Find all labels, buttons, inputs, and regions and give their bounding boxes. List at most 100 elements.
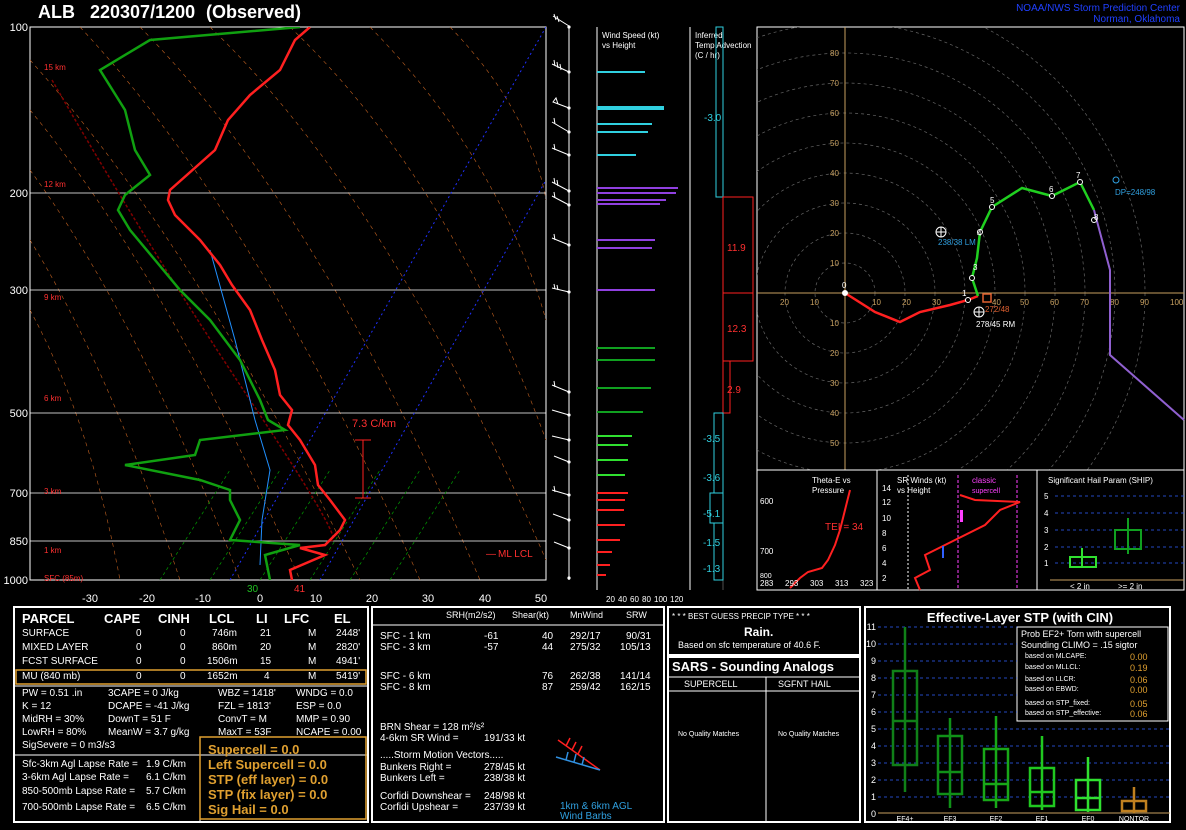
lapse-rate-label: 3-6km Agl Lapse Rate = — [22, 772, 130, 783]
srw-ylabel: 12 — [882, 498, 891, 507]
wind-tick: 40 — [618, 595, 627, 604]
kin-cell: 44 — [542, 642, 554, 653]
stp-basis-value: 0.06 — [1130, 675, 1148, 685]
stp-ytick: 0 — [871, 809, 876, 819]
lapse-rate-label: 700-500mb Lapse Rate = — [22, 802, 136, 813]
parcel-cell: 0 — [136, 628, 142, 639]
kin-header: Shear(kt) — [512, 610, 550, 620]
theta-ylabel: 600 — [760, 497, 774, 506]
thermo-param: DCAPE = -41 J/kg — [108, 701, 190, 712]
theta-xlabel: 303 — [810, 579, 824, 588]
wind-speed-panel: Wind Speed (kt) vs Height 20 — [596, 27, 691, 604]
parcel-cell: 0 — [136, 671, 142, 682]
kin-cell: -57 — [484, 642, 499, 653]
stp-basis-value: 0.00 — [1130, 685, 1148, 695]
parcel-cell: M — [308, 656, 317, 667]
wetbulb-trace — [209, 249, 271, 566]
ship-panel: Significant Hail Param (SHIP) 5 4 3 2 1 … — [1036, 469, 1185, 591]
ml-lcl-label: ML LCL — [498, 549, 533, 560]
hodo-tick: 60 — [830, 109, 839, 118]
storm-motion-header: .....Storm Motion Vectors..... — [380, 750, 504, 761]
srw-ylabel: 8 — [882, 529, 887, 538]
parcel-header: CINH — [158, 611, 190, 626]
parcel-cell: 746m — [212, 628, 238, 639]
barbs-caption: 1km & 6km AGL — [560, 801, 633, 812]
theta-xlabel: 283 — [760, 579, 774, 588]
hodo-height-label: 0 — [842, 281, 847, 290]
hodo-tick: 20 — [830, 229, 839, 238]
temp-advection-panel: Inferred Temp Advection (C / hr) -3.0 11… — [695, 26, 758, 590]
adv-value: 12.3 — [727, 324, 747, 335]
theta-xlabel: 313 — [835, 579, 849, 588]
stp-ytick: 11 — [867, 622, 876, 632]
parcel-cell: 860m — [212, 642, 238, 653]
parcel-cell: 21 — [260, 628, 272, 639]
parcel-cell: M — [308, 628, 317, 639]
motion-value: 237/39 kt — [484, 802, 526, 813]
pressure-label: 200 — [10, 188, 28, 200]
motion-label: Corfidi Upshear = — [380, 802, 459, 813]
parcel-cell: SURFACE — [22, 628, 70, 639]
sr-wind-label: 4-6km SR Wind = — [380, 733, 459, 744]
stp-ytick: 8 — [871, 673, 876, 683]
pressure-label: 100 — [10, 22, 28, 34]
pressure-label: 700 — [10, 488, 28, 500]
hodograph-panel: 80 70 60 50 40 30 20 10 10 20 30 40 50 2… — [756, 26, 1185, 471]
parcel-cell: 4941' — [336, 656, 361, 667]
sars-no-match: No Quality Matches — [678, 731, 740, 738]
parcel-cell: 5419' — [336, 671, 361, 682]
mean-wind-label: 272/48 — [985, 305, 1010, 314]
parcel-header: LFC — [284, 611, 310, 626]
wind-tick: 80 — [642, 595, 651, 604]
adv-value: 11.9 — [727, 243, 746, 254]
left-mover-label: 238/38 LM — [938, 238, 976, 247]
kin-cell: 141/14 — [620, 671, 651, 682]
sounding-datetime: 220307/1200 — [90, 2, 195, 22]
parcel-cell: 0 — [136, 642, 142, 653]
thermo-param: 3CAPE = 0 J/kg — [108, 688, 179, 699]
thermo-param: DownT = 51 F — [108, 714, 171, 725]
kin-cell: SFC - 1 km — [380, 631, 431, 642]
motion-value: 238/38 kt — [484, 773, 526, 784]
parcel-header: LI — [256, 611, 268, 626]
temp-tick: 50 — [535, 593, 547, 605]
ship-xlabel: >= 2 in — [1118, 582, 1142, 591]
adv-value: 2.9 — [727, 385, 741, 396]
stp-cat: EF3 — [944, 816, 957, 823]
stp-cat: EF0 — [1082, 816, 1095, 823]
wind-tick: 20 — [606, 595, 615, 604]
lapse-rate-label: 7.3 C/km — [352, 418, 396, 430]
theta-e-trace — [789, 489, 851, 589]
stp-basis-value: 0.19 — [1130, 663, 1148, 673]
stp-basis-value: 0.00 — [1130, 652, 1148, 662]
motion-value: 278/45 kt — [484, 762, 526, 773]
kin-header: SRH(m2/s2) — [446, 610, 496, 620]
thermo-param: WNDG = 0.0 — [296, 688, 353, 699]
stp-ytick: 9 — [871, 656, 876, 666]
lapse-rate-value: 1.9 C/km — [146, 759, 187, 770]
kin-header: SRW — [626, 610, 647, 620]
hodo-tick: 30 — [830, 379, 839, 388]
brn-shear: BRN Shear = 128 m²/s² — [380, 722, 485, 733]
motion-label: Bunkers Right = — [380, 762, 452, 773]
srw-supercell: supercell — [972, 488, 1000, 495]
stp-climo: Sounding CLIMO = .15 sigtor — [1021, 640, 1137, 650]
thermo-param: PW = 0.51 .in — [22, 688, 83, 699]
stp-title: Effective-Layer STP (with CIN) — [927, 610, 1113, 625]
sig-hail-param: Sig Hail = 0.0 — [208, 802, 289, 817]
kin-cell: 292/17 — [570, 631, 601, 642]
hodo-height-label: 8 — [1094, 213, 1099, 222]
parcel-trace — [51, 79, 335, 542]
hodo-xtick: 90 — [1140, 298, 1149, 307]
parcel-cell: MIXED LAYER — [22, 642, 89, 653]
pressure-label: 1000 — [4, 575, 28, 587]
precip-type: Rain. — [744, 625, 774, 639]
sars-no-match: No Quality Matches — [778, 731, 840, 738]
stp-cat: EF1 — [1036, 816, 1049, 823]
adv-value: -5.1 — [703, 509, 721, 520]
height-label: 3 km — [44, 487, 62, 496]
stp-cat: EF2 — [990, 816, 1003, 823]
parcel-cell: 4 — [264, 671, 270, 682]
lapse-rate-value: 6.5 C/km — [146, 802, 187, 813]
